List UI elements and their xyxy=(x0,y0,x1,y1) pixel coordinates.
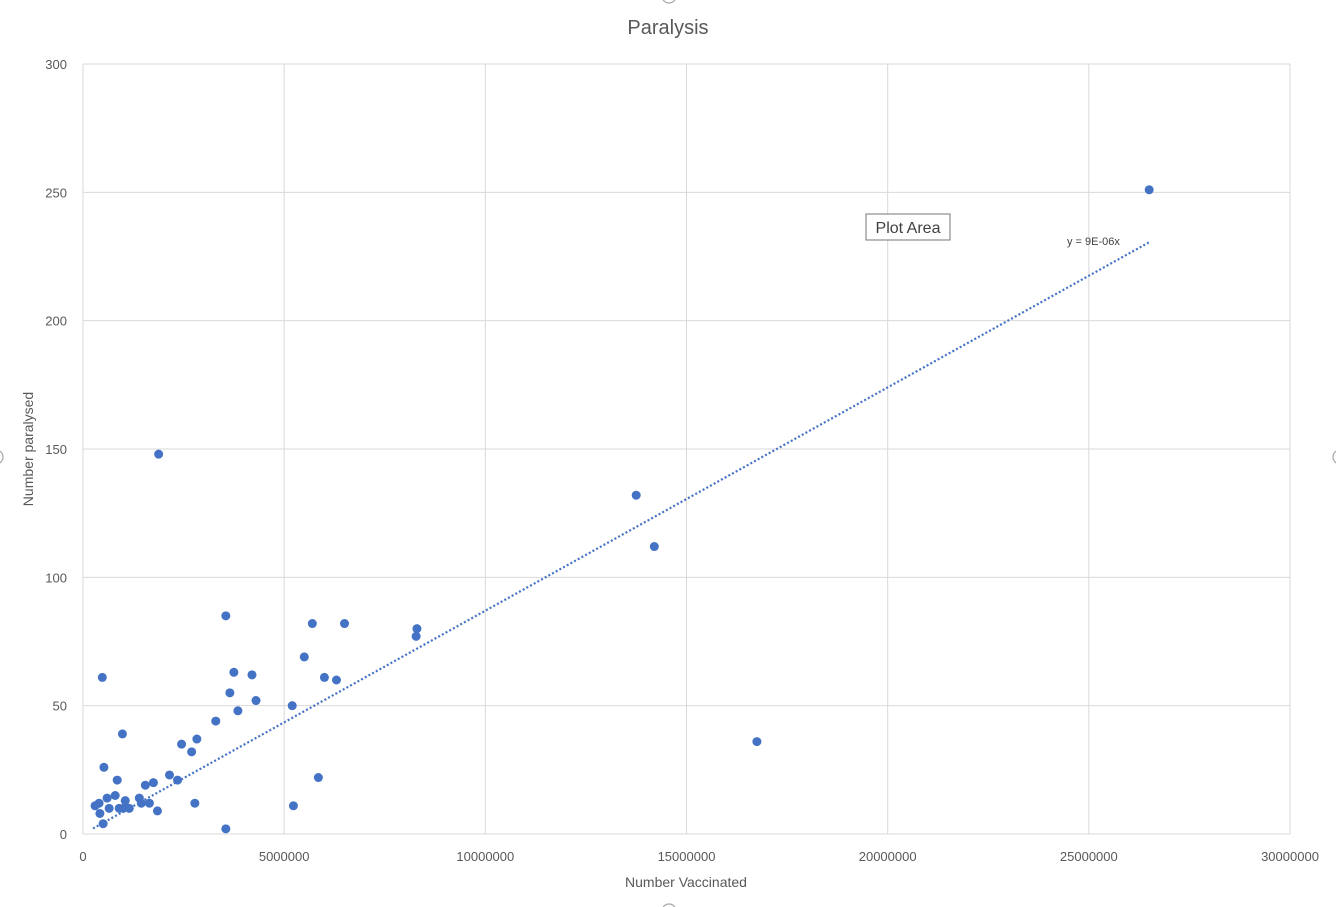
y-tick-label: 200 xyxy=(45,314,67,329)
data-point[interactable] xyxy=(229,667,239,677)
data-point[interactable] xyxy=(233,706,243,716)
data-points xyxy=(90,185,1154,834)
x-tick-label: 15000000 xyxy=(658,849,716,864)
data-point[interactable] xyxy=(173,775,183,785)
data-point[interactable] xyxy=(104,803,114,813)
x-tick-label: 25000000 xyxy=(1060,849,1118,864)
y-tick-label: 300 xyxy=(45,57,67,72)
data-point[interactable] xyxy=(287,701,297,711)
data-point[interactable] xyxy=(112,775,122,785)
data-point[interactable] xyxy=(313,773,323,783)
y-axis-ticks: 0 50 100 150 200 250 300 xyxy=(45,57,67,842)
data-point[interactable] xyxy=(110,791,120,800)
data-point[interactable] xyxy=(1144,185,1154,195)
data-point[interactable] xyxy=(411,631,421,641)
y-tick-label: 250 xyxy=(45,185,67,200)
data-point[interactable] xyxy=(752,737,762,747)
data-point[interactable] xyxy=(99,762,109,772)
data-point[interactable] xyxy=(136,798,146,808)
data-point[interactable] xyxy=(148,778,158,788)
y-tick-label: 100 xyxy=(45,570,67,585)
y-tick-label: 150 xyxy=(45,442,67,457)
gridlines xyxy=(82,63,1291,835)
data-point[interactable] xyxy=(152,806,162,816)
x-axis-ticks: 0 5000000 10000000 15000000 20000000 25000000… xyxy=(79,849,1319,864)
data-point[interactable] xyxy=(319,672,329,682)
data-point[interactable] xyxy=(190,798,200,808)
data-point[interactable] xyxy=(94,798,104,808)
data-point[interactable] xyxy=(177,739,187,749)
resize-handle-bottom[interactable] xyxy=(662,903,676,907)
data-point[interactable] xyxy=(120,796,130,806)
data-point[interactable] xyxy=(331,675,341,685)
x-tick-label: 20000000 xyxy=(859,849,917,864)
data-point[interactable] xyxy=(211,716,221,726)
data-point[interactable] xyxy=(631,490,641,500)
x-tick-label: 10000000 xyxy=(456,849,514,864)
y-tick-label: 50 xyxy=(53,699,67,714)
data-point[interactable] xyxy=(225,688,235,698)
tooltip-label: Plot Area xyxy=(876,220,941,237)
data-point[interactable] xyxy=(144,798,154,808)
y-tick-label: 0 xyxy=(60,827,67,842)
data-point[interactable] xyxy=(165,770,175,780)
x-tick-label: 30000000 xyxy=(1261,849,1319,864)
data-point[interactable] xyxy=(299,652,309,662)
x-axis-title[interactable]: Number Vaccinated xyxy=(625,874,747,890)
data-point[interactable] xyxy=(124,803,134,813)
data-point[interactable] xyxy=(97,672,107,682)
plot-area-tooltip: Plot Area xyxy=(865,213,951,241)
data-point[interactable] xyxy=(117,729,127,739)
data-point[interactable] xyxy=(340,619,350,629)
data-point[interactable] xyxy=(247,670,257,680)
data-point[interactable] xyxy=(649,542,659,552)
resize-handle-top[interactable] xyxy=(662,0,676,4)
data-point[interactable] xyxy=(307,619,317,629)
data-point[interactable] xyxy=(221,824,231,834)
data-point[interactable] xyxy=(221,611,231,621)
data-point[interactable] xyxy=(187,747,197,757)
data-point[interactable] xyxy=(140,780,150,790)
x-tick-label: 5000000 xyxy=(259,849,310,864)
x-tick-label: 0 xyxy=(79,849,86,864)
data-point[interactable] xyxy=(154,449,164,459)
resize-handle-right[interactable] xyxy=(1332,450,1336,464)
data-point[interactable] xyxy=(102,793,112,803)
trendline-equation[interactable]: y = 9E-06x xyxy=(1067,236,1120,248)
data-point[interactable] xyxy=(98,819,108,829)
chart-title[interactable]: Paralysis xyxy=(627,17,708,39)
resize-handle-left[interactable] xyxy=(0,450,4,464)
data-point[interactable] xyxy=(192,734,202,744)
data-point[interactable] xyxy=(412,624,422,634)
data-point[interactable] xyxy=(288,801,298,811)
data-point[interactable] xyxy=(251,696,261,706)
y-axis-title[interactable]: Number paralysed xyxy=(20,392,36,506)
data-point[interactable] xyxy=(95,808,105,818)
